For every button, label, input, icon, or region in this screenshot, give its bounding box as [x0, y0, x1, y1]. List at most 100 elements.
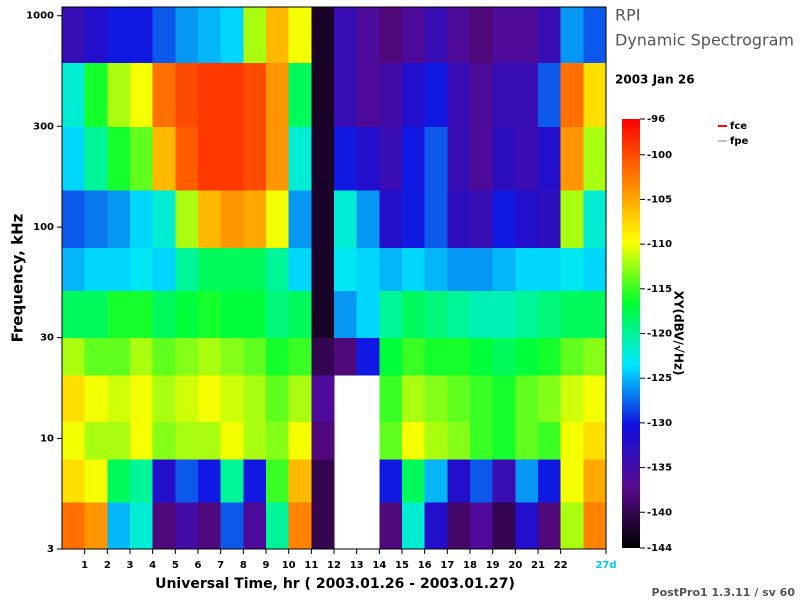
spectrogram-cell	[198, 247, 222, 292]
spectrogram-cell	[334, 290, 358, 339]
spectrogram-cell	[583, 458, 607, 503]
spectrogram-cell	[266, 458, 290, 503]
spectrogram-cell	[266, 62, 290, 127]
spectrogram-cell	[288, 189, 312, 249]
spectrogram-cell	[220, 290, 244, 339]
spectrogram-cell	[288, 126, 312, 191]
spectrogram-cell	[152, 458, 176, 503]
spectrogram-cell	[560, 502, 584, 550]
spectrogram-cell	[492, 126, 516, 191]
spectrogram-cell	[243, 502, 267, 550]
spectrogram-cell	[243, 374, 267, 423]
y-tick-label: 100	[33, 222, 54, 233]
spectrogram-cell	[62, 421, 86, 460]
spectrogram-cell	[538, 337, 562, 376]
x-tick-label: 17	[440, 560, 454, 571]
spectrogram-cell	[266, 502, 290, 550]
spectrogram-cell	[266, 337, 290, 376]
spectrogram-cell	[62, 62, 86, 127]
spectrogram-cell	[84, 290, 108, 339]
spectrogram-cell	[152, 247, 176, 292]
spectrogram-cell	[402, 247, 426, 292]
spectrogram-cell	[243, 290, 267, 339]
x-tick-label: 5	[172, 560, 179, 571]
spectrogram-cell	[152, 374, 176, 423]
spectrogram-cell	[266, 7, 290, 64]
spectrogram-cell	[130, 7, 154, 64]
spectrogram-cell	[402, 126, 426, 191]
spectrogram-cell	[583, 374, 607, 423]
spectrogram-cell	[198, 458, 222, 503]
spectrogram-cell	[470, 7, 494, 64]
spectrogram-cell	[470, 62, 494, 127]
spectrogram-cell	[515, 189, 539, 249]
spectrogram-cell	[311, 247, 335, 292]
colorbar-tick-label: -125	[647, 373, 672, 384]
spectrogram-cell	[447, 62, 471, 127]
spectrogram-cell	[560, 421, 584, 460]
spectrogram-cell	[492, 502, 516, 550]
spectrogram-cell	[107, 337, 131, 376]
spectrogram-cell	[311, 502, 335, 550]
spectrogram-cell	[62, 189, 86, 249]
spectrogram-cell	[583, 62, 607, 127]
spectrogram-cell	[243, 189, 267, 249]
spectrogram-cell	[130, 458, 154, 503]
spectrogram-cell	[356, 290, 380, 339]
x-tick-label: 13	[350, 560, 364, 571]
spectrogram-cell	[447, 189, 471, 249]
x-tick-label: 9	[263, 560, 270, 571]
spectrogram-cell	[583, 126, 607, 191]
spectrogram-cell	[402, 7, 426, 64]
spectrogram-cell	[470, 189, 494, 249]
spectrogram-cell	[424, 290, 448, 339]
spectrogram-cell	[538, 374, 562, 423]
x-tick-label: 11	[304, 560, 318, 571]
spectrogram-cell	[470, 458, 494, 503]
spectrogram-cell	[198, 7, 222, 64]
spectrogram-cell	[402, 189, 426, 249]
spectrogram-cell	[515, 458, 539, 503]
x-tick-label: 10	[282, 560, 296, 571]
spectrogram-cell	[334, 247, 358, 292]
x-tick-label: 4	[149, 560, 156, 571]
spectrogram-cell	[447, 290, 471, 339]
colorbar-tick-label: -115	[647, 284, 672, 295]
x-tick-label: 6	[195, 560, 202, 571]
spectrogram-cell	[198, 374, 222, 423]
spectrogram-cell	[560, 247, 584, 292]
colorbar-tick-label: -130	[647, 418, 672, 429]
spectrogram-cell	[560, 458, 584, 503]
spectrogram-cell	[311, 189, 335, 249]
spectrogram-cell	[424, 374, 448, 423]
spectrogram-cell	[130, 62, 154, 127]
spectrogram-cell	[107, 290, 131, 339]
spectrogram-cell	[560, 374, 584, 423]
spectrogram-cell	[220, 62, 244, 127]
colorbar-tick-label: -105	[647, 194, 672, 205]
spectrogram-cell	[62, 502, 86, 550]
spectrogram-cell	[379, 421, 403, 460]
y-tick-label: 10	[40, 433, 54, 444]
spectrogram-cell	[175, 189, 199, 249]
x-tick-label: 8	[240, 560, 247, 571]
spectrogram-cell	[424, 247, 448, 292]
x-tick-label: 3	[127, 560, 134, 571]
spectrogram-cell	[288, 421, 312, 460]
colorbar-tick-label: -120	[647, 329, 672, 340]
spectrogram-cell	[198, 189, 222, 249]
spectrogram-cell	[447, 421, 471, 460]
spectrogram-cell	[356, 126, 380, 191]
spectrogram-cell	[492, 62, 516, 127]
y-tick-label: 3	[47, 544, 54, 555]
spectrogram-cell	[492, 7, 516, 64]
spectrogram-cell	[311, 126, 335, 191]
spectrogram-cell	[402, 374, 426, 423]
spectrogram-cell	[107, 189, 131, 249]
spectrogram-cell	[175, 502, 199, 550]
spectrogram-cell	[130, 247, 154, 292]
spectrogram-cell	[130, 374, 154, 423]
spectrogram-cell	[311, 62, 335, 127]
spectrogram-cell	[583, 337, 607, 376]
